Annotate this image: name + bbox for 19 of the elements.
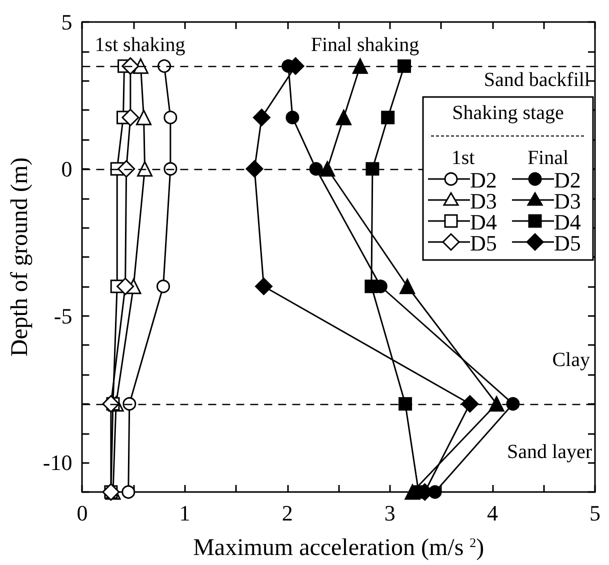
y-axis-title: Depth of ground (m) [7, 157, 33, 357]
y-tick-label: -10 [42, 450, 72, 476]
annotation: Final [527, 147, 569, 169]
y-tick-label: -5 [54, 303, 72, 328]
x-tick-label: 5 [590, 500, 600, 526]
x-tick-label: 2 [282, 500, 293, 526]
annotation: Clay [552, 349, 590, 371]
legend-title: Shaking stage [452, 102, 564, 124]
annotation: Final shaking [310, 34, 420, 56]
annotation: Sand layer [507, 441, 592, 463]
y-tick-label: 5 [61, 10, 72, 34]
x-tick-label: 1 [179, 500, 190, 526]
x-tick-label: 3 [384, 500, 396, 526]
y-tick-label: 0 [61, 156, 72, 182]
x-tick-label: 4 [486, 500, 498, 526]
x-tick-label: 0 [76, 500, 88, 526]
annotation: Sand backfill [484, 69, 590, 91]
annotation: 1st shaking [94, 34, 186, 56]
annotation: 1st [451, 147, 476, 169]
